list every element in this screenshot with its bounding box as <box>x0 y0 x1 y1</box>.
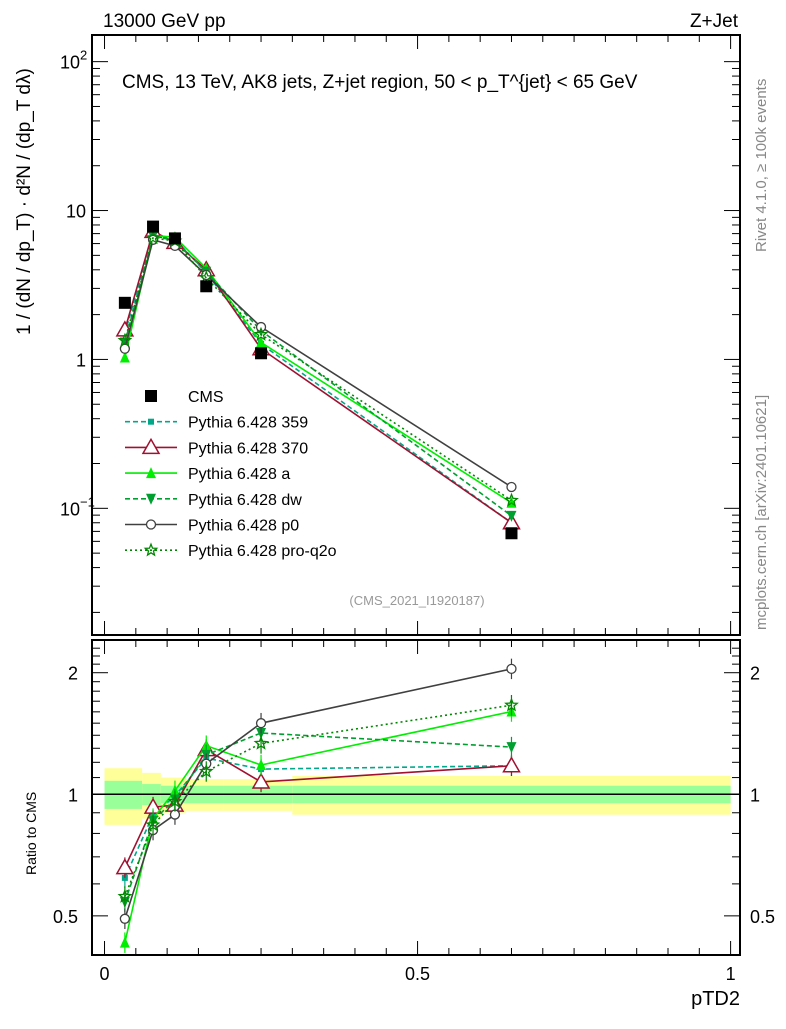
cms-data-point <box>200 280 213 293</box>
y-tick-label: 10 <box>66 202 86 222</box>
data-point <box>119 343 131 354</box>
legend-marker <box>141 437 161 455</box>
legend-entry: Pythia 6.428 pro-q2o <box>125 542 337 560</box>
ratio-data-point <box>167 793 183 808</box>
y-tick-label: 1 <box>76 350 86 370</box>
mcplots-label: mcplots.cern.ch [arXiv:2401.10621] <box>753 395 770 630</box>
x-tick-label: 1 <box>726 964 736 984</box>
cms-data-point <box>505 527 518 540</box>
ratio-data-point <box>256 758 267 770</box>
series-pythia-6-428-p0 <box>119 234 517 930</box>
ratio-data-point <box>255 718 267 729</box>
ratio-series-line <box>124 710 512 943</box>
data-point <box>506 481 517 493</box>
ratio-data-point <box>506 663 517 675</box>
ratio-tick-label: 2 <box>68 664 78 684</box>
cms-data-point <box>168 232 181 245</box>
x-tick-label: 0 <box>100 964 110 984</box>
legend-label: Pythia 6.428 p0 <box>188 518 299 535</box>
header-left: 13000 GeV pp <box>103 11 226 32</box>
ratio-data-point <box>502 756 521 773</box>
legend-label: CMS <box>188 389 224 406</box>
legend-label: Pythia 6.428 359 <box>188 415 308 432</box>
ratio-tick-label: 0.5 <box>53 907 78 927</box>
x-axis-label: pTD2 <box>691 988 740 1010</box>
header-right: Z+Jet <box>690 11 739 32</box>
y-tick-exponent: −1 <box>80 494 95 509</box>
legend-entry: CMS <box>145 389 224 406</box>
y-tick-exponent: 2 <box>80 48 87 63</box>
ratio-series-line <box>124 732 512 903</box>
legend-marker <box>146 467 156 479</box>
ratio-data-point <box>121 874 128 881</box>
ratio-data-point <box>145 817 161 832</box>
data-point <box>145 230 161 245</box>
legend-marker <box>143 542 159 557</box>
ratio-plot-frame <box>91 639 741 956</box>
ratio-data-point <box>117 888 133 903</box>
legend-marker <box>148 418 154 425</box>
data-point <box>253 326 269 341</box>
ratio-data-point <box>115 858 135 875</box>
chart-title: CMS, 13 TeV, AK8 jets, Z+jet region, 50 … <box>122 72 638 93</box>
legend-marker <box>146 493 156 505</box>
series-pythia-6-428-pro-q2o <box>117 230 519 907</box>
legend-label: Pythia 6.428 a <box>188 466 290 483</box>
ratio-series-line <box>124 704 512 897</box>
legend-entry: Pythia 6.428 p0 <box>125 518 299 535</box>
series-pythia-6-428-a <box>119 229 517 953</box>
legend-entry: Pythia 6.428 370 <box>125 437 308 457</box>
y-tick-label: 10 <box>60 53 80 73</box>
rivet-label: Rivet 4.1.0, ≥ 100k events <box>753 79 770 252</box>
y-tick-label: 10 <box>60 499 80 519</box>
series-line <box>124 235 512 517</box>
legend-label: Pythia 6.428 370 <box>188 440 308 457</box>
data-point <box>117 332 133 347</box>
ratio-series-line <box>124 668 512 920</box>
legend-entry: Pythia 6.428 a <box>125 466 290 483</box>
ratio-tick-label-right: 0.5 <box>750 907 775 927</box>
ratio-tick-label: 1 <box>68 785 78 805</box>
legend-marker <box>145 390 157 402</box>
legend-label: Pythia 6.428 dw <box>188 492 302 509</box>
ratio-data-point <box>504 697 519 712</box>
ratio-tick-label-right: 1 <box>750 785 760 805</box>
ratio-series-line <box>124 748 512 868</box>
ratio-data-point <box>251 772 271 789</box>
data-point <box>119 351 130 363</box>
series-line <box>124 237 512 502</box>
cms-data-point <box>255 347 268 360</box>
series-line <box>124 230 512 524</box>
series-line <box>124 238 512 488</box>
ratio-data-point <box>119 936 130 948</box>
ratio-data-point <box>119 913 131 924</box>
data-point <box>506 510 517 522</box>
series-group <box>115 220 521 953</box>
cms-data-point <box>147 220 160 233</box>
analysis-id: (CMS_2021_I1920187) <box>349 593 484 608</box>
legend-entry: Pythia 6.428 359 <box>125 415 308 432</box>
y-axis-label: 1 / (dN / dp_T) · d²N / (dp_T dλ) <box>14 68 35 335</box>
ratio-data-point <box>253 735 269 750</box>
cms-data-point <box>118 296 131 309</box>
legend-marker <box>145 519 157 530</box>
ratio-data-point <box>198 763 214 778</box>
legend-label: Pythia 6.428 pro-q2o <box>188 543 337 560</box>
data-point <box>256 336 267 348</box>
legend: CMS Pythia 6.428 359 Pythia 6.428 370 Pythi… <box>125 389 337 560</box>
legend-entry: Pythia 6.428 dw <box>125 492 302 509</box>
series-cms-data <box>118 220 518 540</box>
main-plot-frame <box>91 34 741 636</box>
x-tick-label: 0.5 <box>405 964 430 984</box>
ratio-data-point <box>506 742 517 754</box>
ratio-tick-label-right: 2 <box>750 664 760 684</box>
data-point <box>504 492 519 507</box>
ratio-y-axis-label: Ratio to CMS <box>23 792 39 875</box>
